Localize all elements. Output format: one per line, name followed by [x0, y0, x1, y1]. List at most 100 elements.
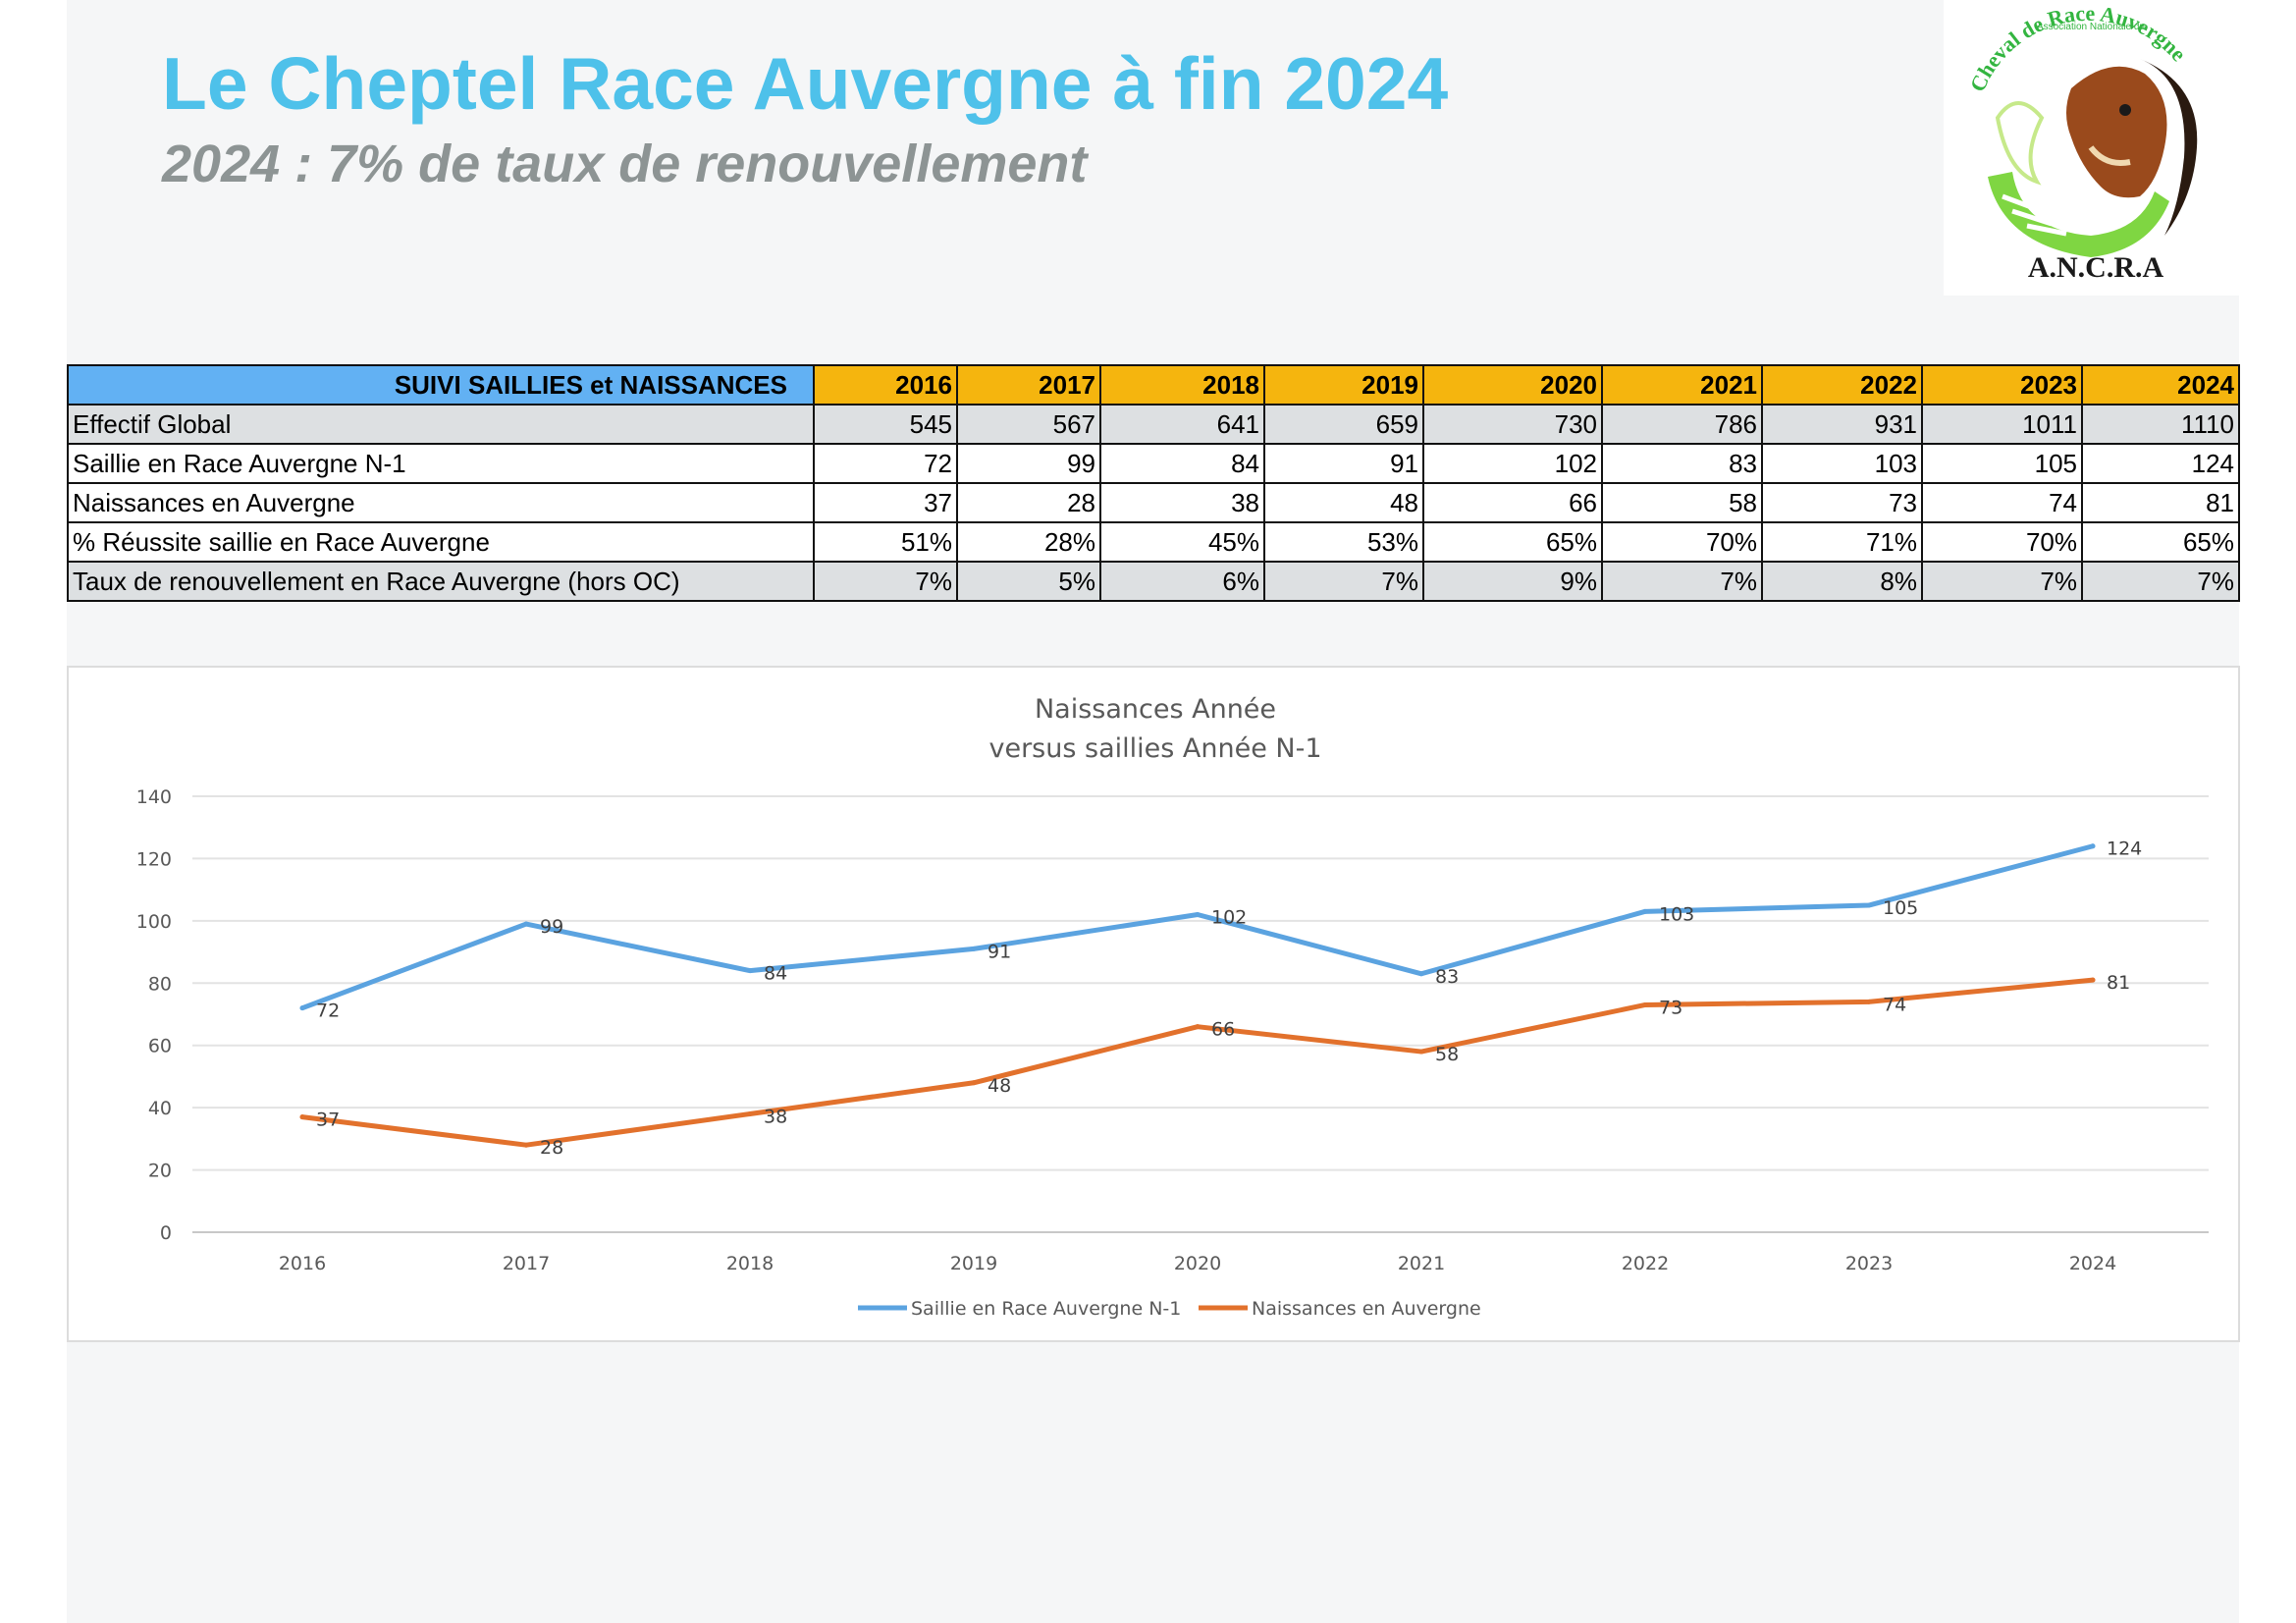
data-point [1418, 1049, 1424, 1055]
x-tick-label: 2020 [1174, 1253, 1221, 1274]
line-chart: Naissances Année versus saillies Année N… [136, 694, 2209, 1320]
row-label: Saillie en Race Auvergne N-1 [67, 443, 815, 484]
legend-label: Saillie en Race Auvergne N-1 [911, 1298, 1181, 1320]
data-point [1866, 999, 1872, 1004]
suivi-table: SUIVI SAILLIES et NAISSANCES 2016 2017 2… [67, 364, 2240, 602]
table-cell: 72 [813, 443, 958, 484]
y-tick-label: 120 [136, 848, 172, 870]
data-label: 81 [2107, 972, 2130, 994]
logo-arc-text: Cheval de Race Auvergne [1965, 1, 2192, 95]
table-cell: 51% [813, 521, 958, 563]
x-tick-label: 2021 [1398, 1253, 1445, 1274]
data-label: 66 [1211, 1019, 1235, 1041]
logo-top-text: Association Nationale du [2037, 22, 2145, 32]
table-cell: 73 [1761, 482, 1923, 523]
table-row: Effectif Global 545 567 641 659 730 786 … [67, 404, 2240, 445]
row-label: Taux de renouvellement en Race Auvergne … [67, 561, 815, 602]
table-cell: 71% [1761, 521, 1923, 563]
row-label: Naissances en Auvergne [67, 482, 815, 523]
page-title: Le Cheptel Race Auvergne à fin 2024 [162, 42, 1449, 125]
table-cell: 28 [956, 482, 1101, 523]
table-cell: 74 [1921, 482, 2083, 523]
table-cell: 84 [1099, 443, 1265, 484]
table-cell: 70% [1601, 521, 1763, 563]
table-cell: 70% [1921, 521, 2083, 563]
data-point [2090, 843, 2096, 849]
y-tick-label: 40 [148, 1098, 172, 1119]
table-row: Naissances en Auvergne 37 28 38 48 66 58… [67, 482, 2240, 523]
data-label: 105 [1883, 897, 1918, 919]
data-label: 73 [1659, 997, 1682, 1018]
x-tick-label: 2017 [503, 1253, 550, 1274]
table-cell: 81 [2081, 482, 2240, 523]
table-row: % Réussite saillie en Race Auvergne 51% … [67, 521, 2240, 563]
series-line-naissances [299, 977, 2096, 1148]
year-header: 2021 [1601, 364, 1763, 406]
data-point [1642, 1001, 1648, 1007]
table-cell: 7% [1601, 561, 1763, 602]
table-cell: 28% [956, 521, 1101, 563]
table-cell: 1011 [1921, 404, 2083, 445]
x-tick-label: 2024 [2069, 1253, 2116, 1274]
table-cell: 66 [1422, 482, 1603, 523]
table-cell: 545 [813, 404, 958, 445]
data-point [523, 921, 529, 927]
table-cell: 38 [1099, 482, 1265, 523]
data-point [747, 1110, 753, 1116]
y-tick-label: 0 [160, 1222, 172, 1244]
data-point [2090, 977, 2096, 983]
data-label: 84 [764, 963, 787, 985]
table-cell: 567 [956, 404, 1101, 445]
data-label: 124 [2107, 839, 2142, 860]
x-tick-label: 2019 [950, 1253, 997, 1274]
table-cell: 1110 [2081, 404, 2240, 445]
data-label: 91 [988, 941, 1011, 962]
data-label: 74 [1883, 994, 1906, 1015]
table-cell: 6% [1099, 561, 1265, 602]
data-point [1195, 1024, 1201, 1030]
table-cell: 8% [1761, 561, 1923, 602]
table-cell: 786 [1601, 404, 1763, 445]
year-header: 2022 [1761, 364, 1923, 406]
year-header: 2024 [2081, 364, 2240, 406]
data-label: 38 [764, 1106, 787, 1127]
y-tick-label: 100 [136, 911, 172, 933]
data-point [1642, 908, 1648, 914]
table-cell: 7% [813, 561, 958, 602]
table-cell: 5% [956, 561, 1101, 602]
year-header: 2020 [1422, 364, 1603, 406]
table-cell: 7% [1263, 561, 1424, 602]
year-header: 2016 [813, 364, 958, 406]
table-cell: 7% [2081, 561, 2240, 602]
data-point [971, 1080, 977, 1086]
x-tick-label: 2016 [279, 1253, 326, 1274]
table-cell: 931 [1761, 404, 1923, 445]
year-header: 2019 [1263, 364, 1424, 406]
table-header-row: SUIVI SAILLIES et NAISSANCES 2016 2017 2… [67, 364, 2240, 406]
data-label: 83 [1435, 966, 1459, 988]
data-label: 72 [316, 1001, 340, 1022]
row-label: % Réussite saillie en Race Auvergne [67, 521, 815, 563]
table-cell: 730 [1422, 404, 1603, 445]
table-cell: 65% [1422, 521, 1603, 563]
data-label: 28 [540, 1137, 563, 1159]
data-point [1866, 902, 1872, 908]
data-label: 99 [540, 916, 563, 938]
table-cell: 9% [1422, 561, 1603, 602]
data-label: 58 [1435, 1044, 1459, 1065]
table-cell: 7% [1921, 561, 2083, 602]
table-cell: 53% [1263, 521, 1424, 563]
y-tick-label: 20 [148, 1161, 172, 1182]
data-point [1195, 912, 1201, 918]
data-point [971, 946, 977, 951]
data-point [1418, 971, 1424, 977]
year-header: 2017 [956, 364, 1101, 406]
ancra-logo-graphic: Cheval de Race Auvergne Association Nati… [1965, 1, 2198, 284]
table-cell: 91 [1263, 443, 1424, 484]
table-cell: 124 [2081, 443, 2240, 484]
legend-label: Naissances en Auvergne [1252, 1298, 1481, 1320]
table-cell: 45% [1099, 521, 1265, 563]
data-point [523, 1142, 529, 1148]
table-cell: 659 [1263, 404, 1424, 445]
table-cell: 48 [1263, 482, 1424, 523]
